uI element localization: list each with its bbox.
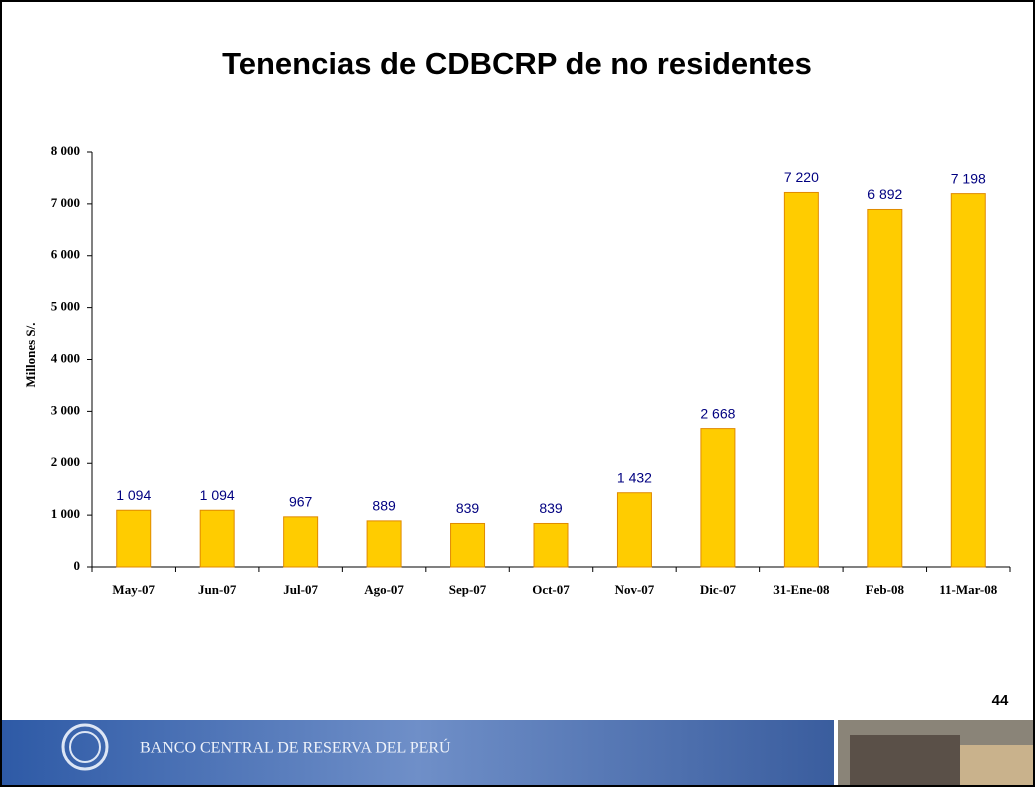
y-tick-label: 0 (74, 558, 81, 573)
x-tick-label: 11-Mar-08 (939, 582, 997, 597)
x-tick-label: May-07 (112, 582, 155, 597)
bar (199, 509, 235, 568)
value-label: 2 668 (700, 405, 735, 421)
bar (283, 516, 319, 568)
x-tick-label: Feb-08 (866, 582, 905, 597)
footer-band (2, 720, 834, 785)
bar (867, 208, 903, 568)
footer-photo-building (850, 735, 960, 785)
bar (783, 191, 819, 568)
y-tick-label: 7 000 (51, 195, 80, 210)
y-tick-label: 2 000 (51, 454, 80, 469)
x-tick-label: 31-Ene-08 (773, 582, 830, 597)
bar (366, 520, 402, 568)
value-label: 1 094 (200, 487, 235, 503)
bar (533, 522, 569, 568)
bar (450, 522, 486, 568)
y-tick-label: 3 000 (51, 402, 80, 417)
value-label: 7 220 (784, 169, 819, 185)
page-number: 44 (992, 692, 1009, 709)
footer: BANCO CENTRAL DE RESERVA DEL PERÚ (2, 720, 1033, 785)
x-tick-label: Jun-07 (198, 582, 237, 597)
y-tick-label: 6 000 (51, 247, 80, 262)
x-tick-label: Sep-07 (449, 582, 487, 597)
x-tick-label: Nov-07 (615, 582, 655, 597)
y-tick-label: 4 000 (51, 350, 80, 365)
value-label: 889 (372, 498, 396, 514)
y-tick-label: 1 000 (51, 506, 80, 521)
bar (116, 509, 152, 568)
chart-title: Tenencias de CDBCRP de no residentes (222, 46, 812, 81)
logo (61, 723, 109, 771)
y-axis-label: Millones S/. (23, 322, 38, 387)
value-label: 839 (539, 500, 563, 516)
value-label: 1 094 (116, 487, 151, 503)
x-tick-label: Ago-07 (364, 582, 404, 597)
x-tick-label: Dic-07 (700, 582, 737, 597)
value-label: 1 432 (617, 469, 652, 485)
bar (950, 193, 986, 568)
logo-inner (69, 731, 101, 763)
y-tick-label: 5 000 (51, 299, 80, 314)
value-label: 6 892 (867, 186, 902, 202)
value-label: 7 198 (951, 170, 986, 186)
value-label: 967 (289, 494, 313, 510)
value-label: 839 (456, 500, 480, 516)
bar (700, 428, 736, 568)
x-tick-label: Jul-07 (283, 582, 318, 597)
x-tick-label: Oct-07 (532, 582, 570, 597)
y-tick-label: 8 000 (51, 143, 80, 158)
bar (616, 492, 652, 568)
footer-text: BANCO CENTRAL DE RESERVA DEL PERÚ (140, 738, 451, 757)
footer-photo-wall (960, 745, 1033, 785)
